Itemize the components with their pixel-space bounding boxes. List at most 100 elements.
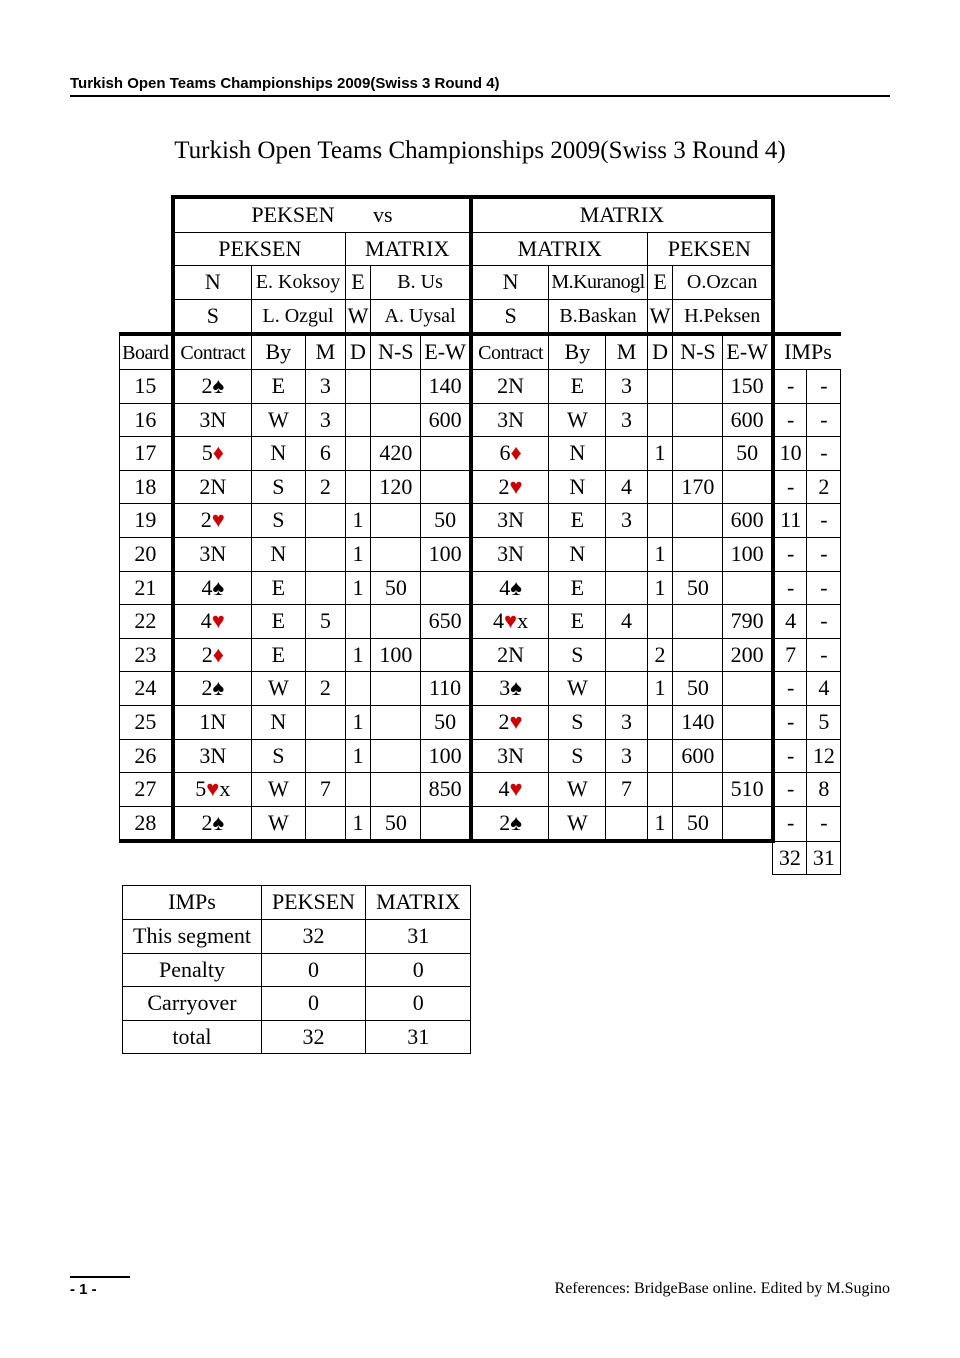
ns-1	[371, 605, 421, 639]
imps-1: -	[773, 806, 807, 841]
by-2: W	[549, 806, 606, 841]
total-imps-2: 31	[807, 841, 841, 875]
team-left: PEKSEN vs	[173, 197, 471, 232]
by-2: E	[549, 605, 606, 639]
made-2	[606, 638, 647, 672]
imps-1: -	[773, 470, 807, 504]
contract-2: 2	[471, 705, 549, 739]
summary-val-b: 31	[366, 1020, 471, 1054]
table-row: 192S1503NE360011-	[119, 504, 841, 538]
col-m: M	[606, 334, 647, 369]
made-2: 4	[606, 470, 647, 504]
ns-1	[371, 504, 421, 538]
by-2: W	[549, 773, 606, 807]
ew-1	[421, 470, 471, 504]
contract-1: 2	[173, 638, 251, 672]
ns-2: 50	[673, 571, 723, 605]
imps-2: 12	[807, 739, 841, 773]
ns-2: 50	[673, 806, 723, 841]
ns-2	[673, 437, 723, 471]
ns-1: 420	[371, 437, 421, 471]
down-2	[647, 705, 673, 739]
down-2: 1	[647, 437, 673, 471]
board-num: 18	[119, 470, 173, 504]
room1-n-player: E. Koksoy	[251, 266, 345, 300]
ew-2: 600	[723, 504, 773, 538]
ew-2	[723, 705, 773, 739]
summary-row: total3231	[123, 1020, 471, 1054]
summary-val-a: 32	[261, 1020, 365, 1054]
ns-2: 140	[673, 705, 723, 739]
down-1	[345, 605, 371, 639]
summary-label: This segment	[123, 919, 262, 953]
ns-2	[673, 504, 723, 538]
down-1	[345, 672, 371, 706]
imps-2: -	[807, 403, 841, 437]
team-right: MATRIX	[471, 197, 773, 232]
down-2: 1	[647, 537, 673, 571]
board-num: 27	[119, 773, 173, 807]
ew-1: 600	[421, 403, 471, 437]
table-row: 152E31402NE3150--	[119, 369, 841, 403]
made-1	[306, 638, 345, 672]
contract-2: 3N	[471, 504, 549, 538]
summary-val-a: 0	[261, 987, 365, 1021]
imps-1: -	[773, 739, 807, 773]
table-row: 182NS21202N4170-2	[119, 470, 841, 504]
by-2: N	[549, 437, 606, 471]
imps-2: -	[807, 537, 841, 571]
room1-e-player: B. Us	[371, 266, 471, 300]
summary-label: Penalty	[123, 953, 262, 987]
by-1: N	[251, 705, 306, 739]
by-2: N	[549, 537, 606, 571]
ns-1	[371, 369, 421, 403]
down-2	[647, 369, 673, 403]
ew-1: 100	[421, 739, 471, 773]
down-2: 1	[647, 571, 673, 605]
ns-1	[371, 403, 421, 437]
table-row: 224E56504xE47904-	[119, 605, 841, 639]
contract-1: 4	[173, 571, 251, 605]
ew-1	[421, 806, 471, 841]
imps-1: 7	[773, 638, 807, 672]
contract-1: 3N	[173, 739, 251, 773]
by-1: E	[251, 571, 306, 605]
contract-1: 2	[173, 672, 251, 706]
by-1: W	[251, 806, 306, 841]
pos-w: W	[345, 299, 371, 334]
ew-1: 100	[421, 537, 471, 571]
col-imps: IMPs	[773, 334, 841, 369]
contract-2: 2	[471, 470, 549, 504]
made-1: 5	[306, 605, 345, 639]
board-num: 28	[119, 806, 173, 841]
contract-1: 2	[173, 369, 251, 403]
board-num: 22	[119, 605, 173, 639]
contract-1: 5x	[173, 773, 251, 807]
made-1: 3	[306, 369, 345, 403]
contract-2: 3N	[471, 739, 549, 773]
contract-1: 2N	[173, 470, 251, 504]
table-row: 282W1502W150--	[119, 806, 841, 841]
down-1: 1	[345, 638, 371, 672]
room1-s-player: L. Ozgul	[251, 299, 345, 334]
by-2: S	[549, 739, 606, 773]
summary-val-b: 0	[366, 953, 471, 987]
board-num: 20	[119, 537, 173, 571]
table-row: 214E1504E150--	[119, 571, 841, 605]
ns-1: 50	[371, 571, 421, 605]
down-1	[345, 773, 371, 807]
down-1	[345, 369, 371, 403]
ew-2: 100	[723, 537, 773, 571]
made-1: 2	[306, 672, 345, 706]
down-1: 1	[345, 571, 371, 605]
room2-w-player: H.Peksen	[673, 299, 773, 334]
summary-table: IMPs PEKSEN MATRIX This segment3231Penal…	[122, 885, 471, 1054]
ns-2	[673, 773, 723, 807]
col-ns: N-S	[371, 334, 421, 369]
ns-2	[673, 403, 723, 437]
imps-2: 5	[807, 705, 841, 739]
ns-1	[371, 537, 421, 571]
down-2: 1	[647, 806, 673, 841]
references: References: BridgeBase online. Edited by…	[555, 1280, 890, 1298]
ew-1	[421, 638, 471, 672]
